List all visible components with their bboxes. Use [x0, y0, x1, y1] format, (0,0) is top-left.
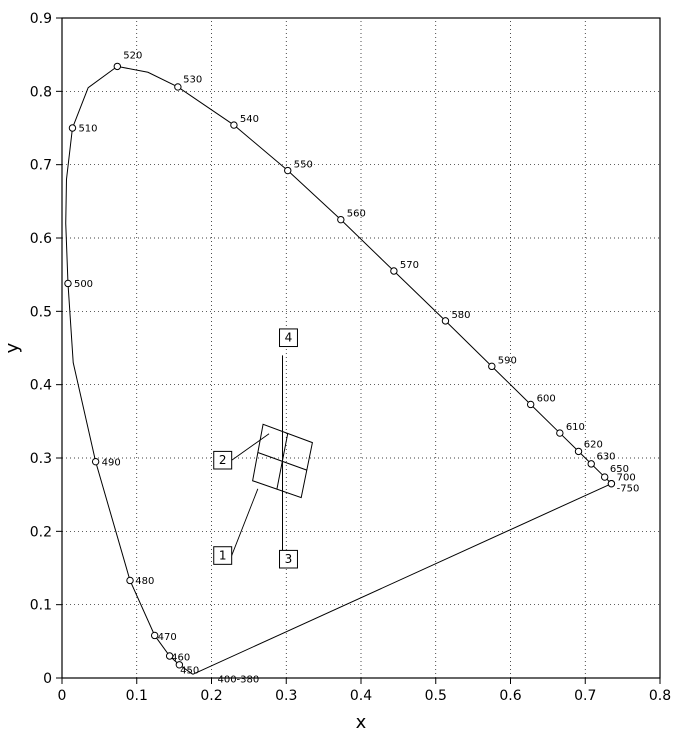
chromaticity-chart: 0 0.1 0.2 0.3 0.4 0.5 0.6 0.7 0.8 0 0.1 0.2 0.3 0.4 0.…	[0, 0, 685, 738]
ytick-label: 0.9	[30, 11, 52, 27]
wavelength-marker	[442, 318, 448, 324]
wavelength-marker	[127, 577, 133, 583]
wavelength-label: 600	[537, 394, 556, 405]
wavelength-label: 550	[294, 160, 313, 171]
wavelength-marker	[601, 474, 607, 480]
wavelength-marker	[285, 167, 291, 173]
x-axis-label: x	[356, 712, 367, 733]
xtick-label: 0.1	[126, 688, 148, 704]
wavelength-marker	[527, 401, 533, 407]
xtick-label: 0.6	[499, 688, 521, 704]
wavelength-marker	[92, 458, 98, 464]
wavelength-label: 450	[180, 666, 199, 677]
wavelength-label: 480	[135, 576, 154, 587]
ytick-label: 0.4	[30, 378, 52, 394]
xtick-label: 0	[58, 688, 67, 704]
callout-label: 4	[285, 331, 293, 345]
wavelength-label: 610	[566, 422, 585, 433]
wavelength-marker	[557, 430, 563, 436]
callout-label: 2	[219, 453, 227, 467]
xtick-label: 0.3	[275, 688, 297, 704]
wavelength-marker	[391, 268, 397, 274]
wavelength-label: 470	[158, 632, 177, 643]
wavelength-label: 700	[617, 473, 636, 484]
wavelength-label: 490	[102, 457, 121, 468]
wavelength-label: 540	[240, 114, 259, 125]
wavelength-label: 590	[498, 355, 517, 366]
chart-background	[0, 0, 685, 738]
ytick-label: 0.3	[30, 451, 52, 467]
y-axis-label: y	[2, 342, 23, 353]
wavelength-label: 570	[400, 260, 419, 271]
wavelength-label: 580	[451, 310, 470, 321]
wavelength-marker	[231, 122, 237, 128]
chart-container: 0 0.1 0.2 0.3 0.4 0.5 0.6 0.7 0.8 0 0.1 0.2 0.3 0.4 0.…	[0, 0, 685, 738]
ytick-label: 0.5	[30, 304, 52, 320]
ytick-label: 0.6	[30, 231, 52, 247]
wavelength-label: 620	[584, 440, 603, 451]
ytick-label: 0	[43, 671, 52, 687]
wavelength-label: 530	[183, 75, 202, 86]
wavelength-label: 560	[347, 209, 366, 220]
extra-label: 400-380	[217, 674, 259, 685]
wavelength-marker	[489, 363, 495, 369]
wavelength-label: 460	[171, 652, 190, 663]
wavelength-marker	[338, 216, 344, 222]
wavelength-label: 500	[74, 279, 93, 290]
xtick-label: 0.8	[649, 688, 671, 704]
xtick-label: 0.5	[425, 688, 447, 704]
wavelength-marker	[65, 280, 71, 286]
wavelength-label: -750	[617, 484, 640, 495]
ytick-label: 0.1	[30, 598, 52, 614]
xtick-label: 0.4	[350, 688, 372, 704]
wavelength-label: 520	[123, 50, 142, 61]
ytick-label: 0.2	[30, 524, 52, 540]
callout-label: 3	[285, 552, 293, 566]
wavelength-label: 510	[78, 124, 97, 135]
wavelength-label: 630	[596, 451, 615, 462]
wavelength-marker	[114, 63, 120, 69]
wavelength-marker	[69, 125, 75, 131]
xtick-label: 0.2	[200, 688, 222, 704]
ytick-label: 0.8	[30, 84, 52, 100]
callout-label: 1	[219, 549, 227, 563]
wavelength-marker	[575, 448, 581, 454]
xtick-label: 0.7	[574, 688, 596, 704]
wavelength-marker	[175, 84, 181, 90]
wavelength-marker	[608, 480, 614, 486]
wavelength-marker	[588, 461, 594, 467]
ytick-label: 0.7	[30, 158, 52, 174]
